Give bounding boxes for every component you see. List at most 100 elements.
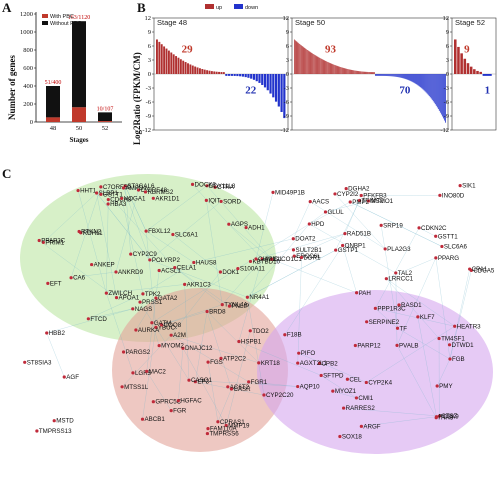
gene-node xyxy=(365,320,369,324)
gene-node xyxy=(136,188,141,192)
bar-without-pbc xyxy=(46,86,60,118)
gene-node xyxy=(219,199,223,204)
down-bar xyxy=(263,74,267,88)
down-bar xyxy=(434,74,436,105)
down-bar xyxy=(389,74,391,77)
y-tick-label: 6 xyxy=(446,43,450,50)
network-edge xyxy=(182,348,227,426)
gene-node xyxy=(52,419,56,423)
gene-node xyxy=(154,296,158,300)
network-edge xyxy=(70,186,102,278)
network-edge xyxy=(397,328,451,360)
y-tick-label: 6 xyxy=(286,43,290,50)
network-edge xyxy=(346,188,362,196)
gene-node xyxy=(141,292,145,296)
gene-label: TXNL4A xyxy=(224,302,248,309)
network-edge xyxy=(46,308,133,334)
down-bar xyxy=(414,74,416,84)
gene-node xyxy=(187,378,191,382)
network-edge xyxy=(195,381,264,396)
network-edge xyxy=(255,233,345,260)
gene-label: F18B xyxy=(287,332,302,339)
panel-b-y-label: Log2Ratio (FPKM/CM) xyxy=(132,52,142,145)
down-bar xyxy=(233,74,236,76)
network-edge xyxy=(298,353,367,383)
gene-label: MID49P1B xyxy=(275,189,305,196)
network-edge xyxy=(228,224,263,260)
gene-label: CHM1 xyxy=(258,256,276,263)
up-bar xyxy=(351,69,353,74)
up-bar xyxy=(184,62,187,74)
up-bar xyxy=(349,69,351,74)
gene-node xyxy=(131,371,135,375)
gene-label: APOA1 xyxy=(119,295,140,302)
network-edge xyxy=(96,192,117,298)
network-edge xyxy=(309,223,396,274)
up-bar xyxy=(362,71,364,74)
network-edge xyxy=(71,271,117,278)
gene-node xyxy=(213,185,217,189)
gene-label: PVALB xyxy=(399,342,419,349)
gene-label: PARGS2 xyxy=(126,349,151,356)
gene-label: HSPB1 xyxy=(241,339,262,346)
gene-label: GLUL xyxy=(327,209,344,216)
y-tick-label: -6 xyxy=(284,99,290,106)
gene-label: TMPRSS13 xyxy=(39,428,72,435)
gene-label: GPRC5C xyxy=(155,399,181,406)
gene-label: RAD51B xyxy=(347,231,371,238)
gene-node xyxy=(143,190,148,194)
network-edge xyxy=(149,259,248,298)
network-edge xyxy=(96,192,150,261)
network-edge xyxy=(247,223,310,298)
y-tick-label: 800 xyxy=(23,47,33,54)
stage-panel: 12 9 6 3 0 -3 -6 -9 -12 Stage 52 9 1 xyxy=(440,15,497,134)
gene-label: PMY xyxy=(439,383,452,390)
up-bar xyxy=(218,71,221,74)
gene-node xyxy=(254,257,258,261)
bar-with-pbc xyxy=(72,107,86,122)
down-bar xyxy=(422,74,424,90)
gene-label: TAL2 xyxy=(398,270,413,277)
network-edge xyxy=(361,416,437,427)
up-bar xyxy=(350,69,352,74)
gene-node xyxy=(99,185,103,189)
y-tick-label: 6 xyxy=(148,43,152,50)
gene-label: LRRCC1 xyxy=(388,276,413,283)
up-bar xyxy=(300,45,302,74)
up-bar xyxy=(156,39,158,74)
gene-node xyxy=(247,380,251,384)
network-edge xyxy=(88,293,144,319)
up-bar xyxy=(213,71,216,74)
up-count: 93 xyxy=(325,44,337,56)
down-bar xyxy=(431,74,433,100)
gene-node xyxy=(308,200,312,204)
up-bar xyxy=(179,59,182,74)
up-bar xyxy=(358,71,360,74)
up-bar xyxy=(356,70,358,74)
network-edge xyxy=(125,185,131,255)
down-bar xyxy=(399,74,401,78)
down-bar xyxy=(400,74,402,78)
gene-node xyxy=(69,276,73,280)
gene-label: A2M xyxy=(173,332,186,339)
gene-label: SIK1 xyxy=(462,183,476,190)
network-edge xyxy=(342,245,357,293)
down-bar xyxy=(376,74,377,76)
gene-label: SOX18 xyxy=(342,433,363,440)
up-bar xyxy=(476,70,479,74)
network-edge xyxy=(375,308,455,327)
panel-a-chart: 0 200 400 600 800 1000 1200 Number of genes St… xyxy=(7,11,122,144)
down-bar xyxy=(415,74,417,85)
panel-a-x-label: Stages xyxy=(69,136,88,144)
up-bar xyxy=(302,46,304,74)
up-bar xyxy=(297,42,299,74)
gene-label: FAM110A xyxy=(210,426,238,433)
gene-node xyxy=(145,369,149,373)
y-tick-label: -3 xyxy=(146,85,151,92)
gene-label: CASR xyxy=(233,386,251,393)
gene-node xyxy=(291,248,296,252)
network-edge xyxy=(226,330,251,426)
up-bar xyxy=(314,55,316,74)
up-bar xyxy=(300,44,301,74)
